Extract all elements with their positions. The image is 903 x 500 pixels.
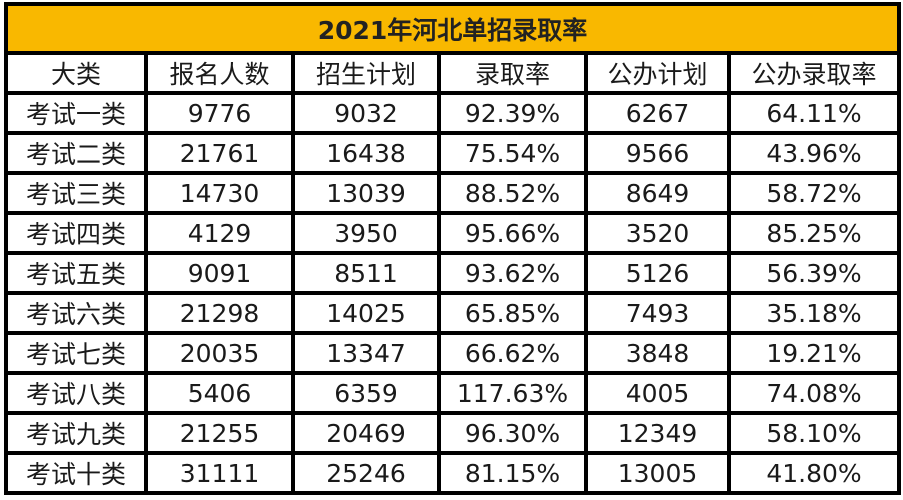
table-cell: 9776	[144, 91, 295, 135]
table-cell: 74.08%	[726, 371, 902, 415]
table-cell: 9566	[584, 131, 731, 175]
table-cell: 9032	[291, 91, 441, 135]
table-cell: 考试二类	[4, 131, 148, 175]
table-cell: 4005	[584, 371, 731, 415]
header-row: 大类 报名人数 招生计划 录取率 公办计划 公办录取率	[4, 51, 902, 95]
table-cell: 考试十类	[4, 451, 148, 495]
table-cell: 5406	[144, 371, 295, 415]
table-cell: 85.25%	[726, 211, 902, 255]
table-cell: 92.39%	[437, 91, 588, 135]
table-cell: 56.39%	[726, 251, 902, 295]
table-cell: 考试三类	[4, 171, 148, 215]
table-cell: 12349	[584, 411, 731, 455]
table-cell: 14730	[144, 171, 295, 215]
table-row: 考试十类 31111 25246 81.15% 13005 41.80%	[4, 451, 902, 495]
table-cell: 88.52%	[437, 171, 588, 215]
table-row: 考试三类 14730 13039 88.52% 8649 58.72%	[4, 171, 902, 215]
table-cell: 3950	[291, 211, 441, 255]
table-cell: 考试六类	[4, 291, 148, 335]
table-cell: 考试五类	[4, 251, 148, 295]
table-cell: 81.15%	[437, 451, 588, 495]
table-cell: 4129	[144, 211, 295, 255]
table-cell: 考试四类	[4, 211, 148, 255]
table-cell: 5126	[584, 251, 731, 295]
table-cell: 58.72%	[726, 171, 902, 215]
admission-rate-table: 2021年河北单招录取率 大类 报名人数 招生计划 录取率 公办计划 公办录取率 考试一类…	[3, 2, 902, 495]
table-cell: 8649	[584, 171, 731, 215]
table-cell: 21761	[144, 131, 295, 175]
table-cell: 6267	[584, 91, 731, 135]
table-title: 2021年河北单招录取率	[3, 2, 902, 55]
table-cell: 19.21%	[726, 331, 902, 375]
table-cell: 25246	[291, 451, 441, 495]
table-row: 考试二类 21761 16438 75.54% 9566 43.96%	[4, 131, 902, 175]
table-row: 考试七类 20035 13347 66.62% 3848 19.21%	[4, 331, 902, 375]
table-row: 考试五类 9091 8511 93.62% 5126 56.39%	[4, 251, 902, 295]
table-cell: 75.54%	[437, 131, 588, 175]
table-row: 考试九类 21255 20469 96.30% 12349 58.10%	[4, 411, 902, 455]
table-cell: 95.66%	[437, 211, 588, 255]
table-row: 考试八类 5406 6359 117.63% 4005 74.08%	[4, 371, 902, 415]
table-cell: 13347	[291, 331, 441, 375]
table-cell: 考试九类	[4, 411, 148, 455]
table-cell: 考试一类	[4, 91, 148, 135]
table-cell: 考试八类	[4, 371, 148, 415]
table-cell: 20035	[144, 331, 295, 375]
table-cell: 41.80%	[726, 451, 902, 495]
table-cell: 20469	[291, 411, 441, 455]
table-cell: 65.85%	[437, 291, 588, 335]
table-cell: 3520	[584, 211, 731, 255]
table-cell: 66.62%	[437, 331, 588, 375]
table-cell: 21298	[144, 291, 295, 335]
column-header: 录取率	[437, 51, 588, 95]
table-row: 考试四类 4129 3950 95.66% 3520 85.25%	[4, 211, 902, 255]
table-cell: 58.10%	[726, 411, 902, 455]
table-cell: 21255	[144, 411, 295, 455]
column-header: 招生计划	[291, 51, 441, 95]
table-cell: 93.62%	[437, 251, 588, 295]
column-header: 公办计划	[584, 51, 731, 95]
table-cell: 13005	[584, 451, 731, 495]
column-header: 大类	[4, 51, 148, 95]
table-cell: 117.63%	[437, 371, 588, 415]
column-header: 报名人数	[144, 51, 295, 95]
table-cell: 14025	[291, 291, 441, 335]
table-cell: 31111	[144, 451, 295, 495]
table-cell: 64.11%	[726, 91, 902, 135]
table-cell: 3848	[584, 331, 731, 375]
table-cell: 8511	[291, 251, 441, 295]
admission-table-container: 2021年河北单招录取率 大类 报名人数 招生计划 录取率 公办计划 公办录取率 考试一类…	[3, 2, 902, 495]
table-cell: 35.18%	[726, 291, 902, 335]
table-cell: 13039	[291, 171, 441, 215]
table-row: 考试一类 9776 9032 92.39% 6267 64.11%	[4, 91, 902, 135]
table-cell: 16438	[291, 131, 441, 175]
table-cell: 7493	[584, 291, 731, 335]
table-cell: 43.96%	[726, 131, 902, 175]
table-cell: 9091	[144, 251, 295, 295]
table-cell: 96.30%	[437, 411, 588, 455]
table-cell: 考试七类	[4, 331, 148, 375]
column-header: 公办录取率	[726, 51, 902, 95]
table-row: 考试六类 21298 14025 65.85% 7493 35.18%	[4, 291, 902, 335]
table-cell: 6359	[291, 371, 441, 415]
